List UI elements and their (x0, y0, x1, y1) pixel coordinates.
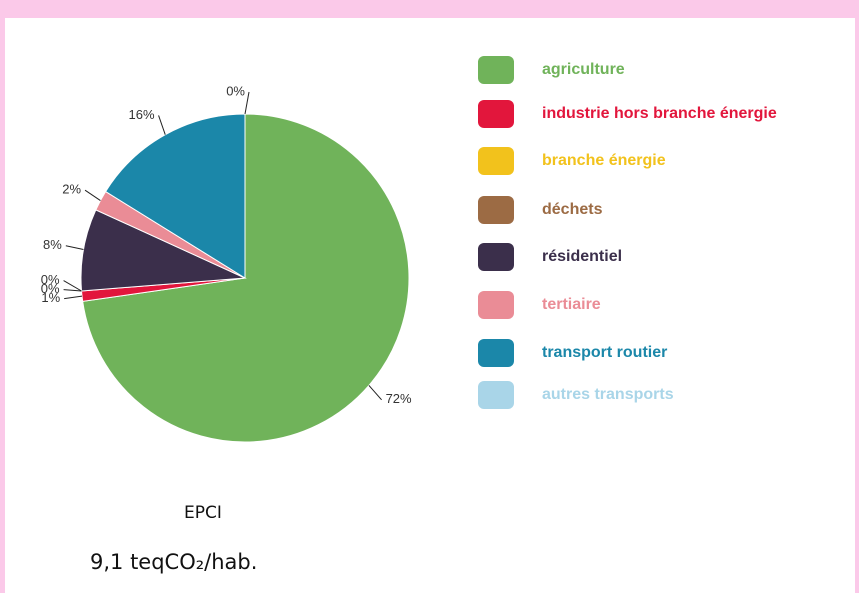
footer-value: 9,1 teqCO₂/hab. (90, 550, 257, 574)
legend-icon (478, 381, 514, 409)
legend-icon (478, 56, 514, 84)
legend-label: autres transports (542, 386, 674, 403)
legend-label: industrie hors branche énergie (542, 105, 777, 122)
leader-line (64, 295, 83, 300)
footer-name: EPCI (184, 503, 222, 523)
legend-label: agriculture (542, 61, 625, 78)
data-label: 8% (43, 237, 62, 252)
data-label: 72% (386, 391, 412, 406)
legend-icon (478, 196, 514, 224)
data-label: 2% (62, 182, 81, 197)
legend-label: tertiaire (542, 296, 601, 313)
legend-label: branche énergie (542, 152, 666, 169)
data-label: 0% (226, 83, 245, 98)
legend-label: transport routier (542, 344, 667, 361)
data-label: 1% (41, 290, 60, 305)
data-label: 0% (41, 272, 60, 287)
data-label: 16% (129, 107, 155, 122)
legend-icon (478, 339, 514, 367)
legend-label: déchets (542, 201, 603, 218)
leader-line (65, 245, 84, 251)
leader-line (84, 189, 101, 201)
leader-line (368, 385, 382, 401)
legend-icon (478, 100, 514, 128)
leader-line (63, 280, 82, 292)
data-label: 0% (41, 281, 60, 296)
leader-line (63, 289, 82, 292)
legend-icon (478, 243, 514, 271)
legend-label: résidentiel (542, 248, 622, 265)
leader-line (244, 91, 250, 115)
legend-icon (478, 147, 514, 175)
leader-line (158, 115, 166, 135)
legend-icon (478, 291, 514, 319)
